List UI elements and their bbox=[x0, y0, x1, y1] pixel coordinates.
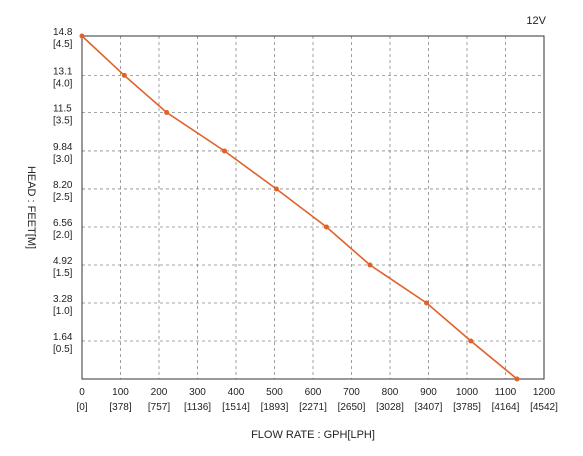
x-tick-label: 200 bbox=[151, 387, 168, 398]
y-tick-sublabel: [4.0] bbox=[53, 78, 73, 89]
plot-area-frame bbox=[81, 35, 545, 380]
data-point bbox=[221, 148, 227, 154]
data-point bbox=[273, 186, 279, 192]
x-tick-sublabel: [2271] bbox=[299, 402, 327, 413]
data-point bbox=[424, 300, 430, 306]
data-point bbox=[468, 338, 474, 344]
data-point bbox=[79, 33, 85, 39]
y-tick-sublabel: [1.5] bbox=[53, 268, 73, 279]
y-axis-ticks: 14.8[4.5] 13.1[4.0] 11.5[3.5] 9.84[3.0] 8.20… bbox=[53, 27, 73, 355]
x-tick-sublabel: [4164] bbox=[492, 402, 520, 413]
y-tick-label: 14.8 bbox=[53, 27, 73, 38]
x-tick-sublabel: [1514] bbox=[222, 402, 250, 413]
y-axis-title: HEAD : FEET[M] bbox=[25, 166, 37, 249]
y-tick-sublabel: [3.5] bbox=[53, 115, 73, 126]
x-tick-sublabel: [3407] bbox=[415, 402, 443, 413]
x-tick-label: 1000 bbox=[456, 387, 479, 398]
y-tick-label: 3.28 bbox=[53, 294, 73, 305]
y-tick-label: 4.92 bbox=[53, 256, 73, 267]
series-group bbox=[79, 33, 520, 382]
x-tick-sublabel: [1893] bbox=[261, 402, 289, 413]
y-tick-sublabel: [4.5] bbox=[53, 39, 73, 50]
y-tick-sublabel: [3.0] bbox=[53, 154, 73, 165]
series-line bbox=[81, 35, 518, 380]
x-tick-label: 1100 bbox=[495, 387, 517, 398]
x-tick-label: 1200 bbox=[533, 387, 556, 398]
data-point bbox=[514, 376, 520, 382]
x-tick-sublabel: [3785] bbox=[453, 402, 481, 413]
y-tick-label: 8.20 bbox=[53, 180, 73, 191]
x-tick-sublabel: [2650] bbox=[338, 402, 366, 413]
x-axis-ticks: 0 [0] 100 [378] 200 [757] 300 [1136] 400 [1514] 50… bbox=[76, 387, 558, 413]
x-tick-label: 500 bbox=[266, 387, 283, 398]
x-tick-sublabel: [4542] bbox=[530, 402, 558, 413]
data-point bbox=[164, 109, 170, 115]
y-tick-label: 6.56 bbox=[53, 218, 73, 229]
y-tick-label: 11.5 bbox=[53, 103, 72, 114]
x-tick-label: 900 bbox=[420, 387, 437, 398]
x-tick-label: 400 bbox=[228, 387, 245, 398]
x-tick-label: 600 bbox=[305, 387, 322, 398]
grid-lines bbox=[82, 36, 544, 379]
y-tick-label: 9.84 bbox=[53, 142, 73, 153]
x-tick-sublabel: [0] bbox=[76, 402, 87, 413]
x-tick-label: 100 bbox=[112, 387, 129, 398]
y-tick-sublabel: [2.0] bbox=[53, 230, 73, 241]
data-point bbox=[323, 224, 329, 230]
x-axis-title: FLOW RATE : GPH[LPH] bbox=[251, 429, 375, 441]
y-tick-sublabel: [2.5] bbox=[53, 192, 73, 203]
x-tick-label: 800 bbox=[382, 387, 399, 398]
x-tick-label: 0 bbox=[79, 387, 85, 398]
y-tick-sublabel: [1.0] bbox=[53, 306, 73, 317]
x-tick-sublabel: [757] bbox=[148, 402, 170, 413]
y-tick-label: 1.64 bbox=[53, 332, 73, 343]
voltage-label: 12V bbox=[526, 15, 546, 27]
y-tick-sublabel: [0.5] bbox=[53, 344, 73, 355]
x-tick-sublabel: [3028] bbox=[376, 402, 404, 413]
x-tick-label: 700 bbox=[343, 387, 360, 398]
x-tick-label: 300 bbox=[189, 387, 206, 398]
x-tick-sublabel: [378] bbox=[109, 402, 131, 413]
y-tick-label: 13.1 bbox=[53, 66, 73, 77]
x-tick-sublabel: [1136] bbox=[184, 402, 211, 413]
data-point bbox=[121, 72, 127, 78]
data-point bbox=[367, 262, 373, 268]
